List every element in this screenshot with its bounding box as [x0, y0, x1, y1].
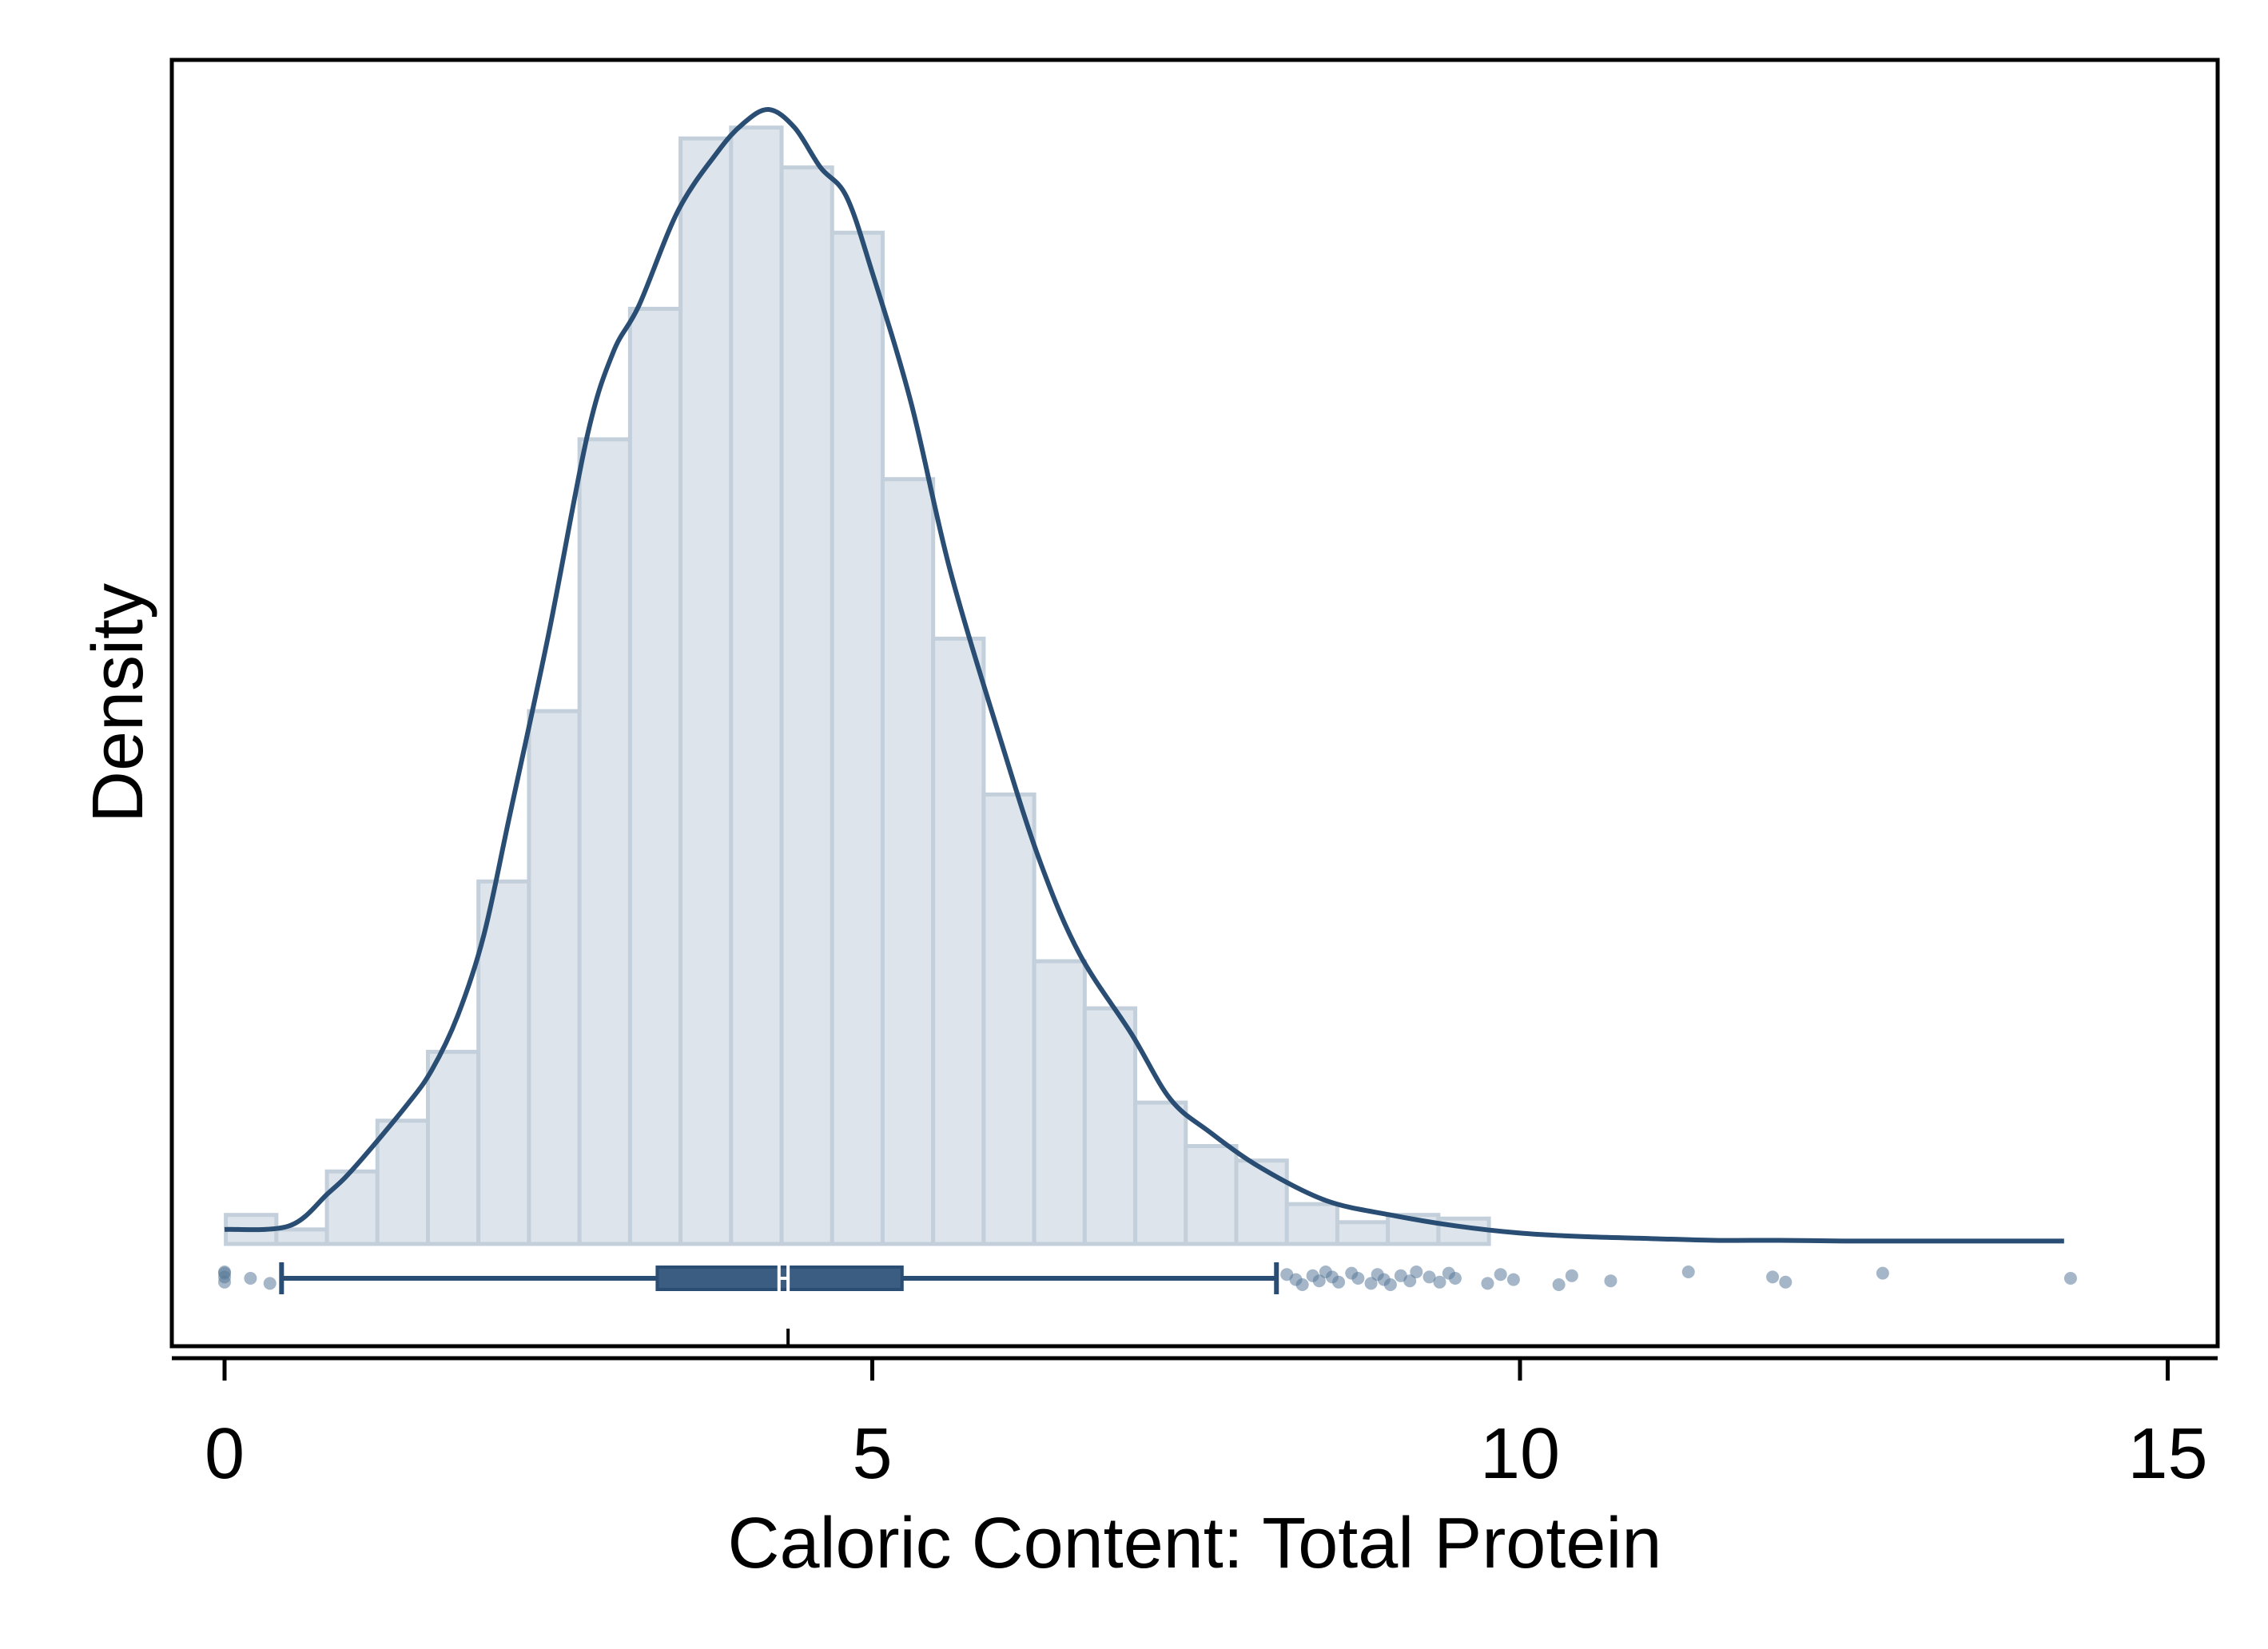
outlier-point — [1494, 1268, 1507, 1281]
histogram-bar-11 — [779, 165, 834, 1246]
outlier-point — [1604, 1274, 1617, 1288]
x-axis-label: Caloric Content: Total Protein — [728, 1504, 1662, 1583]
outlier-point — [1766, 1270, 1780, 1284]
histogram-bar-16 — [1032, 959, 1087, 1246]
histogram-bar-2 — [324, 1169, 380, 1246]
outlier-point — [1403, 1274, 1417, 1288]
histogram-bar-18 — [1133, 1100, 1188, 1246]
outlier-point — [1565, 1269, 1578, 1282]
outlier-point — [1422, 1270, 1436, 1284]
outlier-point — [1383, 1278, 1397, 1291]
histogram-bar-21 — [1284, 1202, 1339, 1246]
outlier-point — [263, 1277, 277, 1290]
histogram-bar-14 — [931, 636, 986, 1246]
histogram-bar-5 — [476, 879, 531, 1246]
outlier-point — [1433, 1275, 1446, 1289]
histogram-bar-20 — [1234, 1158, 1289, 1246]
x-tick-label: 0 — [205, 1414, 245, 1494]
histogram-bar-8 — [627, 307, 683, 1246]
histogram-bar-22 — [1335, 1220, 1391, 1246]
outlier-point — [1681, 1266, 1695, 1278]
plot-frame — [169, 58, 2220, 1349]
histogram-bars — [224, 125, 1491, 1246]
outlier-point — [1312, 1274, 1326, 1288]
outlier-point — [1364, 1277, 1378, 1290]
outlier-point — [1506, 1273, 1520, 1286]
x-axis: 0 5 10 15 — [172, 1329, 2218, 1494]
outlier-point — [244, 1272, 257, 1285]
histogram-bar-13 — [880, 477, 936, 1246]
histogram-bar-7 — [577, 437, 632, 1246]
histogram-bar-3 — [375, 1119, 430, 1246]
outlier-point — [1295, 1278, 1309, 1291]
density-curve — [224, 107, 2064, 1244]
histogram-bar-1 — [274, 1227, 329, 1246]
outlier-point — [218, 1266, 231, 1280]
x-tick-label: 5 — [852, 1414, 892, 1494]
outlier-point — [1481, 1277, 1494, 1290]
outlier-point — [1448, 1272, 1462, 1285]
outlier-point — [1410, 1266, 1423, 1278]
y-axis-label: Density — [78, 583, 158, 823]
histogram-bar-6 — [527, 709, 582, 1246]
outlier-point — [2063, 1272, 2077, 1285]
x-tick-label: 15 — [2127, 1414, 2207, 1494]
histogram-bar-9 — [678, 136, 734, 1246]
histogram-bar-15 — [981, 792, 1037, 1246]
outlier-point — [1876, 1266, 1889, 1280]
outlier-points — [218, 1266, 2077, 1291]
histogram-bar-10 — [729, 125, 784, 1246]
histogram-bar-4 — [425, 1050, 481, 1246]
outlier-point — [218, 1275, 231, 1289]
boxplot — [279, 1262, 1279, 1294]
outlier-point — [1351, 1272, 1365, 1285]
x-tick-label: 10 — [1480, 1414, 1560, 1494]
histogram-bar-17 — [1082, 1006, 1138, 1246]
outlier-point — [1332, 1275, 1346, 1289]
histogram-bar-19 — [1184, 1144, 1239, 1246]
histogram-bar-12 — [830, 230, 885, 1246]
outlier-point — [1552, 1278, 1566, 1291]
outlier-point — [1779, 1275, 1793, 1289]
